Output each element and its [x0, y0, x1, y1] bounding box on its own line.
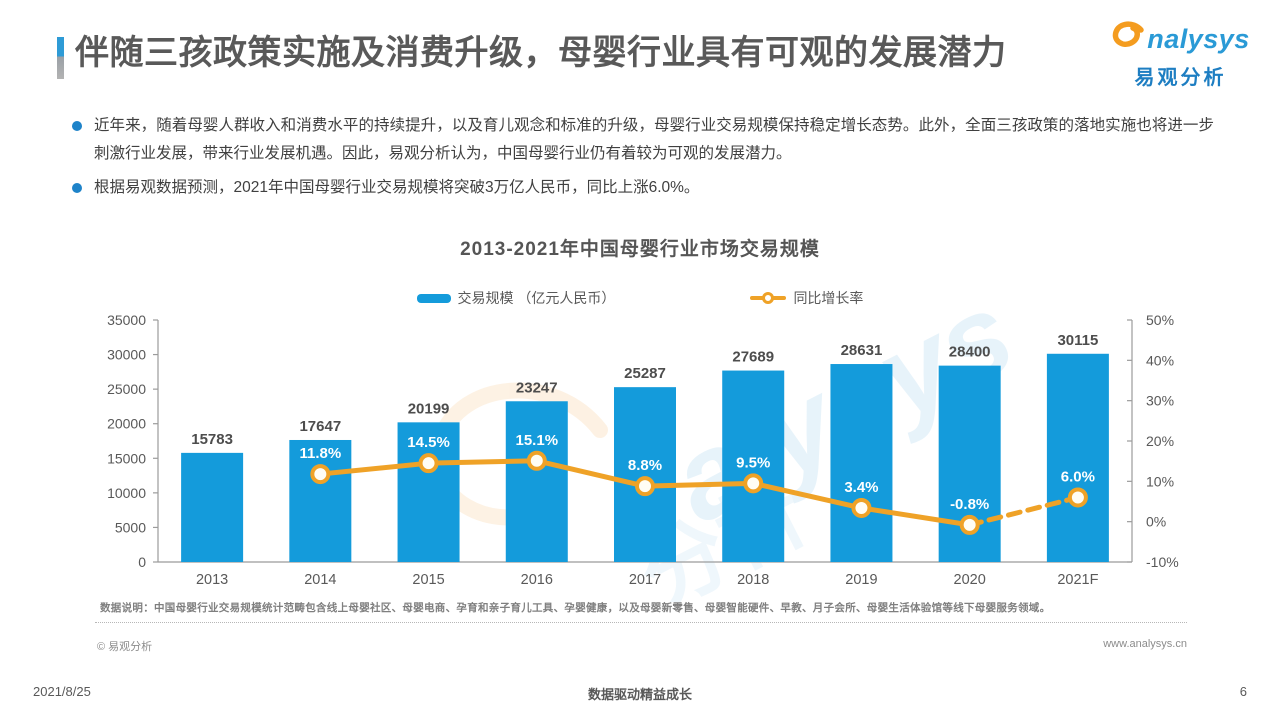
right-axis-tick-label: 20%	[1146, 433, 1174, 449]
left-axis-tick-label: 20000	[107, 416, 146, 432]
slide-footer: 2021/8/25 数据驱动精益成长 6	[0, 684, 1280, 706]
right-axis-tick-label: 40%	[1146, 352, 1174, 368]
line-marker	[635, 476, 655, 497]
chart-canvas: alysys分析05000100001500020000250003000035…	[107, 267, 1179, 627]
left-axis-tick-label: 35000	[107, 312, 146, 328]
line-marker	[743, 473, 764, 494]
growth-rate-label: 15.1%	[516, 432, 559, 449]
left-axis-tick-label: 30000	[107, 347, 146, 363]
footer-tagline: 数据驱动精益成长	[587, 687, 692, 702]
bullet-dot-icon	[72, 183, 82, 193]
bar-value-label: 28631	[841, 342, 883, 359]
analysys-swirl-icon	[1111, 20, 1147, 59]
growth-rate-label: 6.0%	[1061, 468, 1095, 485]
bar-value-label: 15783	[191, 431, 233, 448]
bar-value-label: 17647	[299, 418, 341, 435]
bar-value-label: 25287	[624, 365, 666, 382]
bullet-item: 根据易观数据预测，2021年中国母婴行业交易规模将突破3万亿人民币，同比上涨6.…	[72, 174, 1214, 202]
left-axis-tick-label: 25000	[107, 381, 146, 397]
legend-item-line-series: 同比增长率	[750, 288, 863, 308]
website-link[interactable]: www.analysys.cn	[1103, 638, 1187, 650]
growth-rate-label: 11.8%	[299, 445, 341, 462]
line-marker	[851, 497, 872, 518]
bar	[181, 452, 244, 562]
legend-item-bar-series: 交易规模 （亿元人民币）	[416, 288, 616, 308]
bullet-text: 近年来，随着母婴人群收入和消费水平的持续提升，以及育儿观念和标准的升级，母婴行业…	[94, 117, 1214, 162]
bullet-item: 近年来，随着母婴人群收入和消费水平的持续提升，以及育儿观念和标准的升级，母婴行业…	[72, 112, 1214, 168]
x-axis-label: 2021F	[1057, 572, 1098, 588]
logo-brand-text: nalysys	[1147, 24, 1250, 54]
right-axis-tick-label: 50%	[1146, 312, 1174, 328]
header: 伴随三孩政策实施及消费升级，母婴行业具有可观的发展潜力	[57, 33, 1007, 79]
growth-rate-label: 3.4%	[844, 479, 878, 496]
x-axis-label: 2017	[629, 572, 661, 588]
bar-series-swatch-icon	[416, 293, 451, 303]
x-axis-label: 2013	[196, 572, 228, 588]
chart-legend: 交易规模 （亿元人民币） 同比增长率	[0, 288, 1280, 308]
x-axis-label: 2018	[737, 572, 769, 588]
x-axis-label: 2015	[412, 572, 444, 588]
left-axis-tick-label: 15000	[107, 450, 146, 466]
dotted-divider	[95, 622, 1187, 623]
left-axis-tick-label: 10000	[107, 485, 146, 501]
x-axis-label: 2016	[521, 572, 553, 588]
right-axis-tick-label: 10%	[1146, 473, 1174, 489]
copyright-text: © 易观分析	[97, 641, 153, 653]
x-axis-label: 2020	[954, 572, 986, 588]
page-title: 伴随三孩政策实施及消费升级，母婴行业具有可观的发展潜力	[75, 34, 1007, 72]
logo-brand-row: nalysys	[1111, 20, 1250, 59]
summary-bullets: 近年来，随着母婴人群收入和消费水平的持续提升，以及育儿观念和标准的升级，母婴行业…	[72, 112, 1214, 208]
bar	[289, 439, 352, 562]
market-scale-chart: alysys分析05000100001500020000250003000035…	[100, 267, 1180, 627]
copyright-row: © 易观分析 www.analysys.cn	[97, 638, 1187, 654]
right-axis-tick-label: 30%	[1146, 393, 1174, 409]
title-accent-bar	[57, 37, 64, 79]
bar	[830, 364, 893, 562]
bar-value-label: 28400	[949, 344, 991, 361]
footer-date: 2021/8/25	[33, 684, 91, 699]
legend-label: 交易规模 （亿元人民币）	[457, 290, 616, 306]
bar	[614, 387, 676, 562]
analysys-logo: nalysys 易观分析	[1111, 20, 1250, 90]
line-marker	[418, 453, 439, 474]
line-marker	[310, 464, 331, 485]
growth-rate-label: 8.8%	[628, 457, 662, 474]
bar	[505, 401, 568, 562]
growth-rate-label: -0.8%	[950, 496, 989, 513]
bar	[722, 370, 785, 562]
right-axis-tick-label: 0%	[1146, 514, 1166, 530]
growth-line-forecast	[967, 494, 1081, 528]
line-swatch-marker	[762, 292, 775, 304]
page-number: 6	[1239, 684, 1247, 699]
x-axis-label: 2019	[845, 572, 877, 588]
growth-rate-label: 14.5%	[407, 434, 450, 451]
bullet-dot-icon	[72, 121, 82, 131]
data-note: 数据说明：中国母婴行业交易规模统计范畴包含线上母婴社区、母婴电商、孕育和亲子育儿…	[100, 602, 1051, 614]
legend-label: 同比增长率	[793, 290, 864, 306]
right-axis-tick-label: -10%	[1146, 554, 1179, 570]
line-marker	[959, 514, 980, 535]
bullet-text: 根据易观数据预测，2021年中国母婴行业交易规模将突破3万亿人民币，同比上涨6.…	[94, 179, 700, 196]
bar	[397, 422, 460, 562]
bar-value-label: 30115	[1057, 332, 1098, 349]
left-axis-tick-label: 0	[138, 554, 146, 570]
bar-value-label: 23247	[516, 379, 558, 396]
line-marker	[526, 450, 547, 471]
bar-value-label: 20199	[408, 400, 450, 417]
logo-chinese-name: 易观分析	[1134, 67, 1227, 89]
growth-rate-label: 9.5%	[736, 454, 770, 471]
chart-title: 2013-2021年中国母婴行业市场交易规模	[460, 239, 820, 260]
bar	[1046, 353, 1109, 562]
line-marker	[1067, 487, 1088, 508]
bar-value-label: 27689	[732, 349, 774, 366]
left-axis-tick-label: 5000	[115, 519, 146, 535]
line-series-swatch-icon	[750, 292, 787, 304]
x-axis-label: 2014	[304, 572, 336, 588]
